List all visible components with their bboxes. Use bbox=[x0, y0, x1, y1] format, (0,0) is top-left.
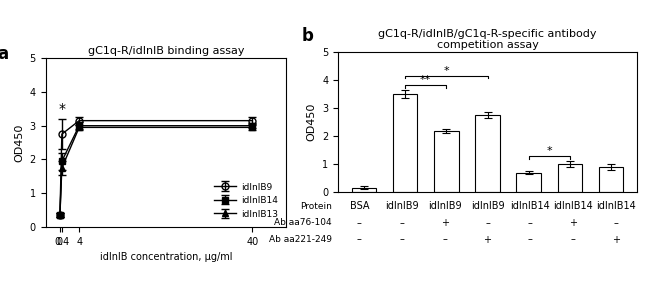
Bar bbox=[558, 164, 582, 192]
Text: –: – bbox=[400, 235, 404, 244]
Bar bbox=[516, 173, 541, 192]
Text: idInlB9: idInlB9 bbox=[385, 201, 419, 211]
Text: +: + bbox=[484, 235, 491, 244]
X-axis label: idInlB concentration, µg/ml: idInlB concentration, µg/ml bbox=[99, 252, 232, 262]
Text: –: – bbox=[485, 218, 490, 228]
Text: *: * bbox=[58, 102, 66, 116]
Text: –: – bbox=[357, 218, 362, 228]
Bar bbox=[599, 167, 623, 192]
Text: Ab aa76-104: Ab aa76-104 bbox=[274, 218, 332, 227]
Legend: idInlB9, idInlB14, idInlB13: idInlB9, idInlB14, idInlB13 bbox=[210, 179, 281, 222]
Text: Protein: Protein bbox=[300, 202, 332, 210]
Bar bbox=[475, 115, 500, 192]
Text: idInlB14: idInlB14 bbox=[553, 201, 593, 211]
Text: +: + bbox=[612, 235, 619, 244]
Text: –: – bbox=[443, 235, 447, 244]
Text: idInlB14: idInlB14 bbox=[596, 201, 636, 211]
Bar bbox=[352, 188, 376, 192]
Y-axis label: OD450: OD450 bbox=[14, 123, 24, 162]
Bar bbox=[434, 131, 459, 192]
Text: –: – bbox=[357, 235, 362, 244]
Title: gC1q-R/idInlB/gC1q-R-specific antibody
competition assay: gC1q-R/idInlB/gC1q-R-specific antibody c… bbox=[378, 29, 597, 50]
Text: idInlB9: idInlB9 bbox=[428, 201, 462, 211]
Text: *: * bbox=[547, 146, 552, 156]
Text: +: + bbox=[569, 218, 577, 228]
Y-axis label: OD450: OD450 bbox=[306, 103, 317, 141]
Text: –: – bbox=[613, 218, 618, 228]
Text: –: – bbox=[528, 218, 532, 228]
Text: –: – bbox=[528, 235, 532, 244]
Text: BSA: BSA bbox=[350, 201, 369, 211]
Text: a: a bbox=[0, 45, 8, 63]
Text: *: * bbox=[443, 65, 449, 76]
Text: –: – bbox=[571, 235, 575, 244]
Text: idInlB14: idInlB14 bbox=[510, 201, 550, 211]
Text: Ab aa221-249: Ab aa221-249 bbox=[269, 235, 332, 244]
Text: –: – bbox=[400, 218, 404, 228]
Text: +: + bbox=[441, 218, 448, 228]
Bar bbox=[393, 94, 417, 192]
Title: gC1q-R/idInlB binding assay: gC1q-R/idInlB binding assay bbox=[88, 46, 244, 56]
Text: idInlB9: idInlB9 bbox=[471, 201, 504, 211]
Text: **: ** bbox=[420, 75, 432, 85]
Text: b: b bbox=[302, 27, 314, 45]
